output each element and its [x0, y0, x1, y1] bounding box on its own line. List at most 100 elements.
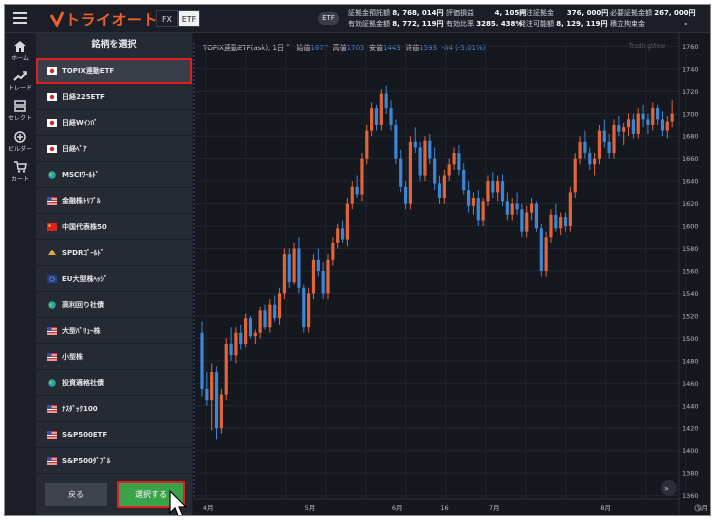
symbol-label: 中国代表株50	[62, 223, 107, 231]
tab-etf[interactable]: ETF	[178, 10, 200, 27]
stat-label: 積立拘束金	[610, 20, 645, 28]
y-tick-label: 1680	[682, 133, 699, 141]
candle-body	[583, 141, 587, 154]
candle-body	[297, 248, 301, 288]
app-logo[interactable]: トライオート	[50, 7, 158, 31]
stat-value: 376, 000円	[566, 9, 609, 17]
symbol-item[interactable]: ﾅｽﾀﾞｯｸ100	[36, 396, 192, 422]
candle-body	[340, 228, 345, 240]
symbol-label: 日経Wｲﾝﾊﾞ	[62, 119, 98, 127]
x-tick-label: 6月	[392, 504, 403, 512]
gold-bar-icon	[48, 250, 56, 255]
symbol-item[interactable]: 大型ﾊﾞﾘｭｰ株	[36, 318, 192, 344]
back-button[interactable]: 戻る	[45, 483, 107, 506]
nav-trade[interactable]: トレード	[5, 71, 35, 92]
symbol-item[interactable]: MSCIﾜｰﾙﾄﾞ	[36, 162, 192, 188]
candle-body	[374, 108, 379, 125]
x-tick-label: 7月	[489, 504, 500, 512]
nav-home[interactable]: ホーム	[5, 41, 35, 62]
symbol-label: 高利回り社債	[62, 301, 104, 309]
candle-body	[578, 141, 582, 159]
scroll-right-button[interactable]	[661, 480, 677, 496]
usa-flag-icon	[47, 431, 57, 439]
top-bar: トライオート FX ETF ETF 証拠金預託額 8, 768, 014円 有効…	[5, 5, 710, 33]
candle-body	[462, 169, 466, 191]
symbol-label: 大型ﾊﾞﾘｭｰ株	[62, 327, 101, 335]
candle-body	[656, 108, 660, 120]
double-chevron-right-icon[interactable]: »	[664, 484, 669, 493]
symbol-item[interactable]: EU大型株ﾍｯｼﾞ	[36, 266, 192, 292]
chevron-down-icon[interactable]: ˅	[283, 44, 290, 52]
symbol-label: 日経225ETF	[62, 93, 105, 101]
candle-body	[481, 201, 485, 221]
home-icon	[14, 41, 26, 52]
symbol-item[interactable]: SPDRｺﾞｰﾙﾄﾞ	[36, 240, 192, 266]
candle-body	[447, 164, 451, 176]
symbol-item[interactable]: 高利回り社債	[36, 292, 192, 318]
candle-body	[263, 310, 267, 328]
symbol-label: ﾅｽﾀﾞｯｸ100	[62, 405, 98, 413]
candle-body	[408, 141, 413, 204]
candle-body	[205, 388, 209, 401]
symbol-label: S&P500ﾀﾞﾌﾞﾙ	[62, 457, 111, 465]
symbol-item[interactable]: 日経Wｲﾝﾊﾞ	[36, 110, 192, 136]
symbol-item[interactable]: TOPIX連動ETF	[36, 58, 192, 84]
candle-body	[360, 158, 364, 195]
open-label: 始値	[296, 44, 311, 52]
symbol-item[interactable]: 中国代表株50	[36, 214, 192, 240]
y-tick-label: 1620	[682, 200, 699, 208]
symbol-label: 投資適格社債	[62, 379, 104, 387]
symbol-item[interactable]: 日経ﾍﾞｱ	[36, 136, 192, 162]
hamburger-menu-icon[interactable]	[13, 12, 27, 24]
symbol-label: S&P500ETF	[62, 431, 108, 439]
nav-label: カート	[10, 176, 29, 183]
usa-flag-icon	[47, 327, 57, 335]
tab-fx[interactable]: FX	[156, 10, 178, 27]
candle-body	[268, 304, 272, 328]
usa-flag-icon	[47, 197, 57, 205]
candle-body	[350, 186, 354, 204]
symbol-item[interactable]: 投資適格社債	[36, 370, 192, 396]
japan-flag-icon	[47, 67, 57, 75]
candle-body	[588, 153, 592, 165]
candle-body	[345, 203, 350, 240]
stat-value: 267, 000円	[654, 9, 696, 17]
candle-body	[253, 332, 257, 337]
symbol-item[interactable]: 金融株ﾄﾘﾌﾟﾙ	[36, 188, 192, 214]
symbol-item[interactable]: S&P500ETF	[36, 422, 192, 448]
eu-flag-icon	[47, 275, 57, 283]
nav-builder[interactable]: ビルダー	[5, 131, 35, 153]
globe-icon	[48, 379, 56, 387]
candle-body	[646, 119, 650, 125]
candle-body	[234, 332, 238, 356]
y-tick-label: 1480	[682, 357, 699, 365]
change-value: -84 (-5.01%)	[441, 44, 486, 52]
builder-icon	[14, 131, 26, 143]
y-tick-label: 1760	[682, 43, 699, 51]
candle-body	[423, 140, 427, 176]
usa-flag-icon	[47, 353, 57, 361]
candle-body	[413, 141, 417, 148]
high-value: 1705	[346, 44, 365, 52]
candle-body	[277, 293, 282, 319]
candle-body	[433, 158, 437, 184]
price-chart[interactable]: TOPIX連動ETF(ask), 1日 ˅ 始値1677 高値1705 安値14…	[193, 33, 711, 516]
gear-icon[interactable]	[694, 504, 702, 512]
candle-body	[602, 130, 606, 142]
candle-body	[258, 310, 262, 333]
symbol-item[interactable]: 日経225ETF	[36, 84, 192, 110]
symbol-panel: 銘柄を選択 TOPIX連動ETF 日経225ETF 日経Wｲﾝﾊﾞ 日経ﾍﾞｱ MSCI…	[36, 33, 192, 515]
nav-select[interactable]: セレクト	[5, 100, 35, 122]
candle-body	[631, 119, 635, 134]
chart-symbol[interactable]: TOPIX連動ETF(ask), 1日	[203, 44, 284, 52]
symbol-item[interactable]: S&P500ﾀﾞﾌﾞﾙ	[36, 448, 192, 474]
candle-body	[239, 332, 243, 345]
nav-cart[interactable]: カート	[5, 161, 35, 183]
candlestick-plot[interactable]: 1360 1380 1400 1420 1440 1460 1480 1500 1520 1540…	[193, 33, 711, 516]
candle-body	[457, 153, 461, 170]
symbol-item[interactable]: 小型株	[36, 344, 192, 370]
mouse-cursor-icon	[169, 490, 188, 515]
china-flag-icon	[47, 223, 57, 231]
app-window: トライオート FX ETF ETF 証拠金預託額 8, 768, 014円 有効…	[4, 4, 711, 516]
y-tick-label: 1420	[682, 425, 699, 433]
